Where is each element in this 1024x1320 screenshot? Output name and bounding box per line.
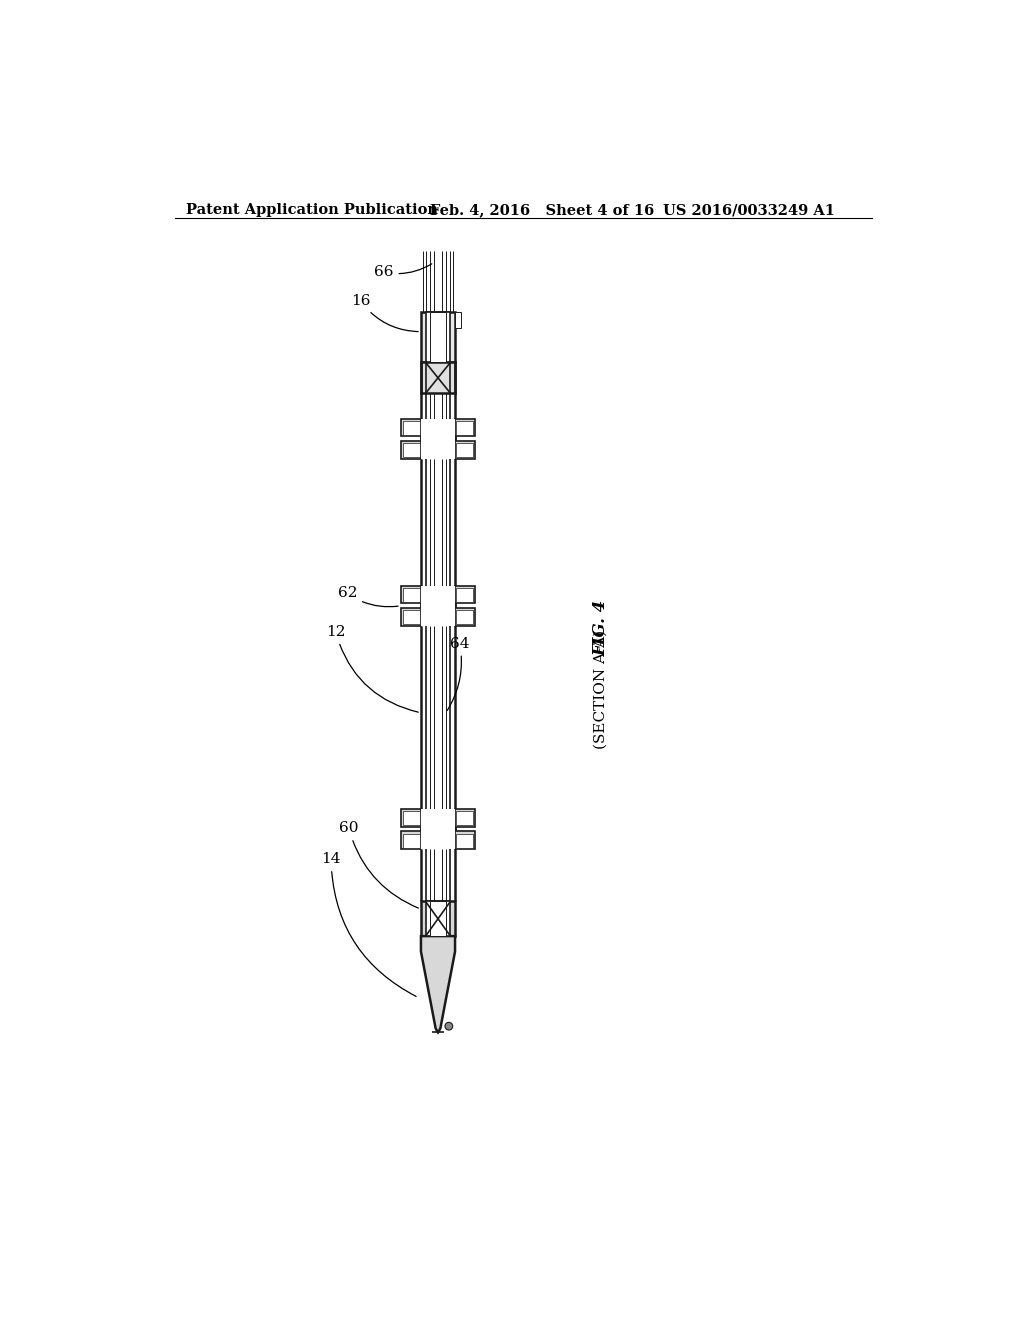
Bar: [403, 444, 420, 457]
Bar: [456, 834, 473, 847]
Bar: [430, 902, 445, 936]
Text: Patent Application Publication: Patent Application Publication: [186, 203, 438, 216]
Bar: [400, 609, 421, 626]
Bar: [421, 313, 455, 363]
Bar: [455, 441, 475, 459]
Text: 14: 14: [322, 853, 416, 997]
Bar: [421, 586, 455, 626]
Bar: [430, 313, 445, 363]
Bar: [455, 609, 475, 626]
Bar: [421, 418, 455, 459]
Bar: [421, 809, 455, 849]
Bar: [455, 809, 475, 826]
Text: FIG. 4: FIG. 4: [592, 601, 609, 656]
Bar: [421, 902, 455, 936]
Text: 12: 12: [326, 624, 418, 713]
Text: 64: 64: [447, 636, 469, 710]
Circle shape: [445, 1022, 453, 1030]
Polygon shape: [421, 936, 455, 1032]
Text: 16: 16: [351, 294, 418, 331]
Text: 66: 66: [374, 264, 432, 280]
Text: Feb. 4, 2016   Sheet 4 of 16: Feb. 4, 2016 Sheet 4 of 16: [430, 203, 654, 216]
Bar: [421, 393, 455, 418]
Text: US 2016/0033249 A1: US 2016/0033249 A1: [663, 203, 835, 216]
Bar: [400, 832, 421, 849]
Bar: [456, 610, 473, 624]
Bar: [400, 586, 421, 603]
Bar: [455, 418, 475, 437]
Bar: [456, 589, 473, 602]
Bar: [421, 418, 455, 459]
Bar: [426, 902, 451, 936]
Bar: [403, 812, 420, 825]
Bar: [403, 421, 420, 434]
Bar: [400, 418, 421, 437]
Bar: [403, 610, 420, 624]
Bar: [455, 313, 461, 327]
Text: (SECTION A-A): (SECTION A-A): [594, 630, 608, 750]
Bar: [400, 441, 421, 459]
Bar: [456, 444, 473, 457]
Bar: [421, 586, 455, 626]
Bar: [455, 586, 475, 603]
Bar: [400, 809, 421, 826]
Text: 60: 60: [339, 821, 419, 908]
Bar: [403, 834, 420, 847]
Bar: [455, 832, 475, 849]
Bar: [456, 421, 473, 434]
Bar: [426, 313, 451, 363]
Bar: [421, 626, 455, 809]
Bar: [421, 849, 455, 902]
Bar: [421, 363, 455, 393]
Text: 62: 62: [338, 586, 398, 607]
Bar: [456, 812, 473, 825]
Bar: [421, 459, 455, 586]
Bar: [403, 589, 420, 602]
Bar: [421, 809, 455, 849]
